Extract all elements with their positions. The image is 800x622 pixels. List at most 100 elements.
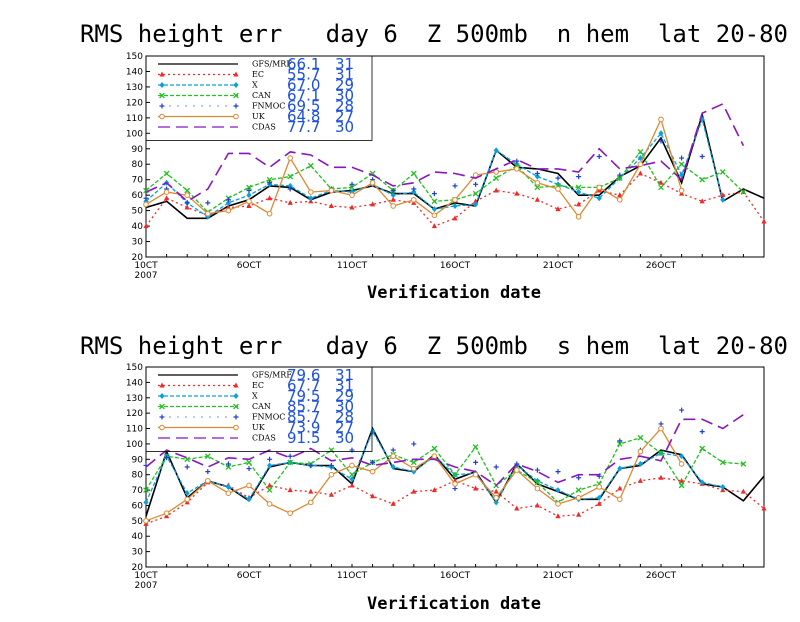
y-tick-label: 20 xyxy=(132,253,144,263)
legend-label: GFS/MRF xyxy=(252,60,292,69)
data-point xyxy=(287,186,293,192)
y-tick-label: 150 xyxy=(126,363,143,373)
data-point xyxy=(658,130,664,137)
data-point xyxy=(246,198,252,205)
data-point xyxy=(452,196,458,203)
data-point xyxy=(205,478,211,484)
data-point xyxy=(204,453,211,460)
legend-dot xyxy=(169,416,171,418)
data-point xyxy=(472,471,479,478)
data-point xyxy=(679,453,685,460)
data-point xyxy=(555,186,561,192)
data-point xyxy=(534,179,541,186)
data-point xyxy=(159,103,165,109)
data-point xyxy=(205,200,211,206)
data-point xyxy=(617,172,623,178)
data-point xyxy=(514,505,520,511)
data-point xyxy=(233,403,239,410)
data-point xyxy=(575,214,582,220)
y-tick-label: 130 xyxy=(126,394,143,404)
data-point xyxy=(658,179,664,185)
data-point xyxy=(390,464,396,470)
data-point xyxy=(534,184,541,191)
y-tick-label: 30 xyxy=(132,238,144,248)
data-point xyxy=(308,462,314,468)
data-point xyxy=(159,393,165,399)
data-point xyxy=(699,176,706,183)
data-point xyxy=(159,382,165,388)
data-point xyxy=(349,184,355,191)
legend-dot xyxy=(177,105,179,107)
data-point xyxy=(370,493,376,499)
legend-label: CAN xyxy=(252,402,271,411)
data-point xyxy=(390,500,396,506)
data-point xyxy=(431,212,438,219)
legend-label: X xyxy=(252,81,258,90)
data-point xyxy=(473,201,479,208)
data-point xyxy=(679,172,685,179)
data-point xyxy=(616,441,623,447)
data-point xyxy=(390,192,396,199)
data-point xyxy=(369,179,376,186)
legend-dot xyxy=(193,416,195,418)
data-point xyxy=(307,162,314,169)
data-point xyxy=(411,189,417,196)
legend-label: FNMOC xyxy=(252,413,285,422)
data-point xyxy=(308,488,314,494)
data-point xyxy=(617,485,623,491)
legend-value: 91.5 xyxy=(287,429,320,447)
legend-value: 77.7 xyxy=(287,118,320,136)
series-cdas xyxy=(145,102,745,203)
series-line xyxy=(145,437,744,504)
legend-dot xyxy=(193,105,195,107)
data-point xyxy=(266,487,273,493)
data-point xyxy=(431,223,437,229)
data-point xyxy=(637,460,643,467)
x-tick-label: 21OCT xyxy=(543,261,574,271)
y-tick-label: 70 xyxy=(132,176,144,186)
data-point xyxy=(246,202,252,208)
data-point xyxy=(159,403,165,410)
data-point xyxy=(473,485,479,491)
data-point xyxy=(493,147,499,154)
data-point xyxy=(349,204,355,210)
data-point xyxy=(349,192,355,198)
data-point xyxy=(472,190,479,197)
data-point xyxy=(576,511,582,517)
legend-dot xyxy=(209,416,211,418)
data-point xyxy=(658,474,664,480)
legend-count: 30 xyxy=(335,87,354,105)
legend-value: 67.1 xyxy=(287,87,320,105)
data-point xyxy=(678,161,685,168)
legend-count: 29 xyxy=(335,387,354,405)
x-axis-label: Verification date xyxy=(367,594,541,614)
legend-dot xyxy=(233,416,235,418)
data-point xyxy=(637,161,644,168)
data-point xyxy=(328,462,334,468)
data-point xyxy=(452,471,458,478)
data-point xyxy=(267,195,273,201)
data-point xyxy=(266,176,273,183)
data-point xyxy=(246,184,252,191)
legend-dot xyxy=(201,416,203,418)
legend-dot xyxy=(217,105,219,107)
data-point xyxy=(576,475,582,481)
legend-label: FNMOC xyxy=(252,102,285,111)
y-tick-label: 60 xyxy=(132,191,144,201)
data-point xyxy=(225,484,231,490)
legend-dot xyxy=(225,105,227,107)
data-point xyxy=(699,445,706,452)
data-point xyxy=(390,447,396,453)
data-point xyxy=(473,459,479,465)
data-point xyxy=(596,184,603,191)
data-point xyxy=(637,170,643,176)
data-point xyxy=(163,189,170,195)
data-point xyxy=(699,479,705,486)
legend-count: 30 xyxy=(335,118,354,136)
data-point xyxy=(514,190,520,196)
legend-label: X xyxy=(252,392,258,401)
y-tick-label: 110 xyxy=(126,114,143,124)
data-point xyxy=(159,82,165,88)
